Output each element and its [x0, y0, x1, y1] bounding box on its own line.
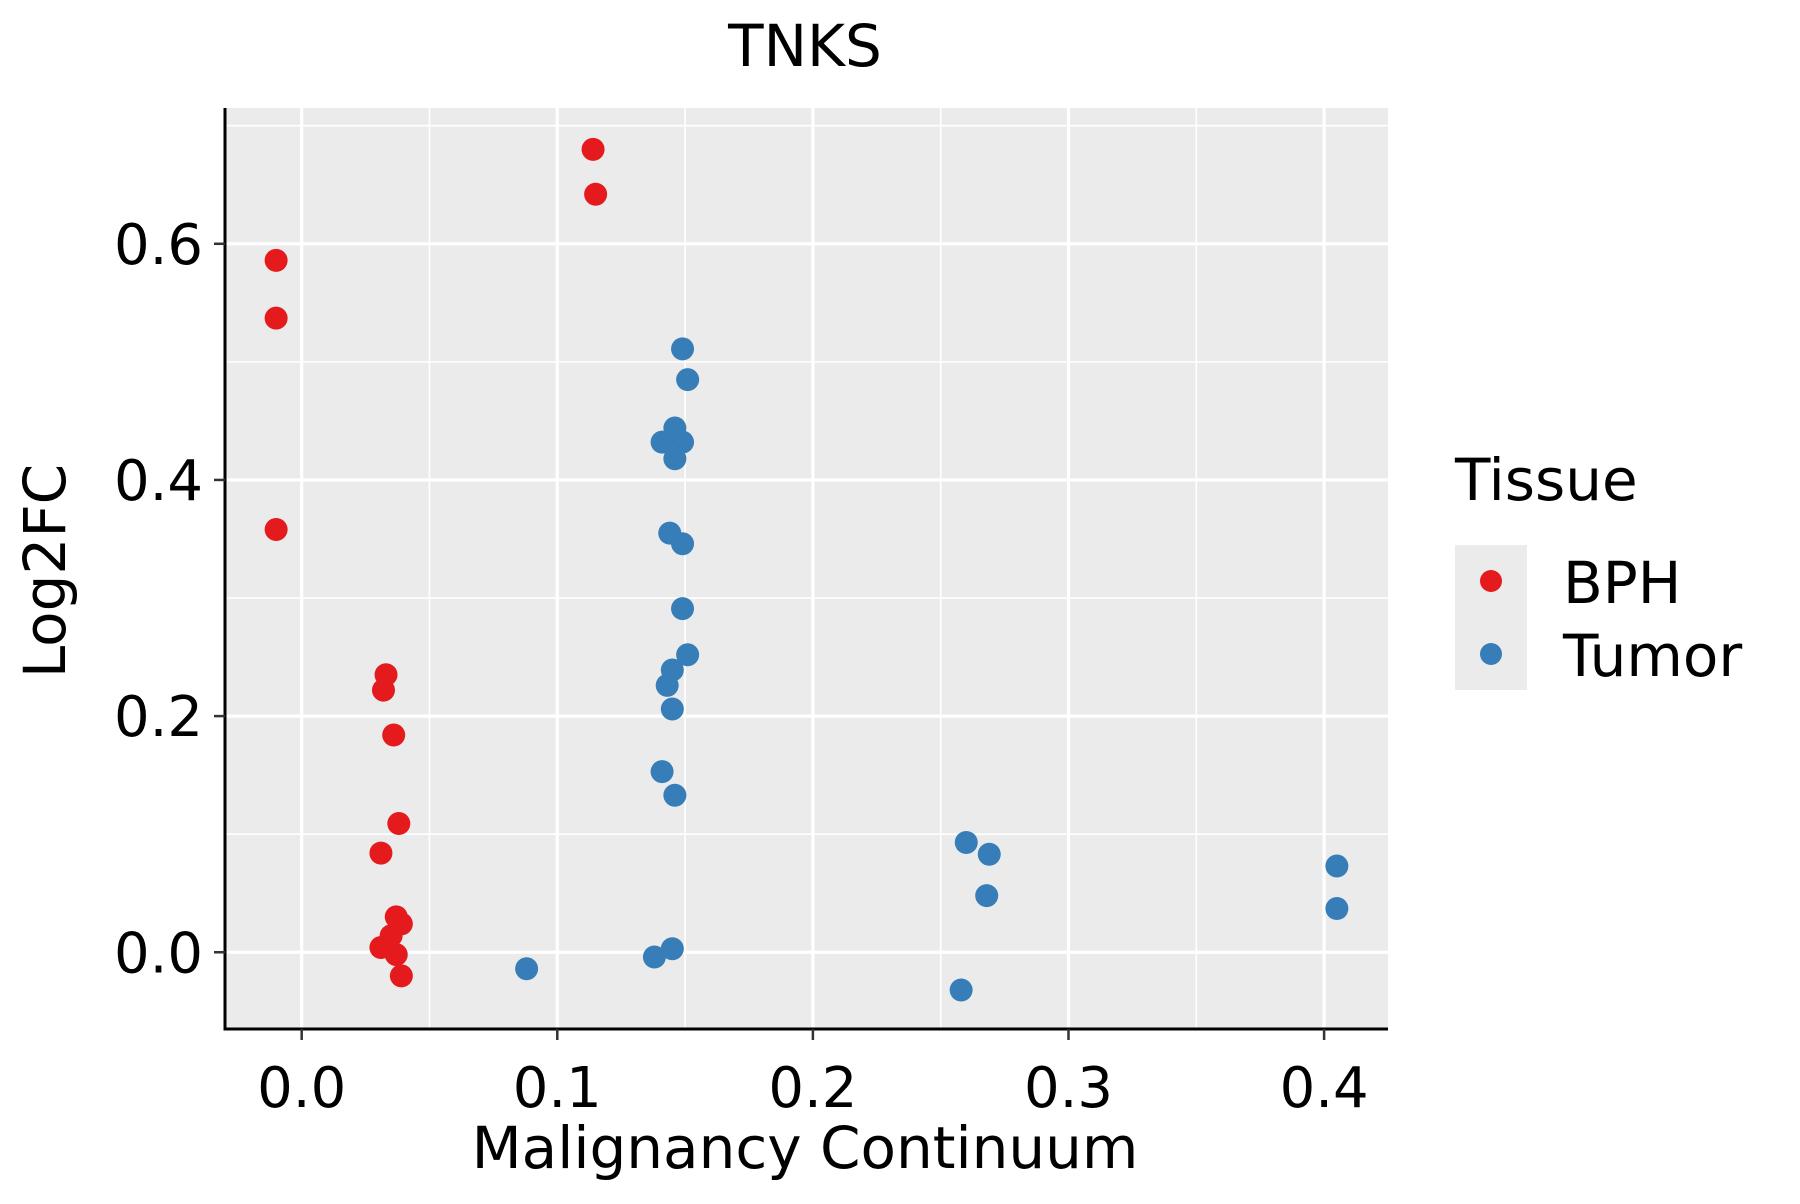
point-bph — [581, 137, 605, 161]
y-tick-label: 0.6 — [114, 213, 203, 278]
point-tumor — [655, 673, 679, 697]
point-bph — [389, 964, 413, 988]
axes — [223, 108, 1388, 1031]
point-bph — [584, 182, 608, 206]
point-tumor — [515, 957, 539, 981]
point-tumor — [1325, 897, 1349, 921]
point-bph — [264, 518, 288, 542]
point-bph — [382, 723, 406, 747]
point-tumor — [642, 945, 666, 969]
point-tumor — [671, 337, 695, 361]
point-tumor — [1325, 854, 1349, 878]
point-tumor — [660, 937, 684, 961]
legend-key-tumor — [1480, 643, 1502, 665]
x-tick-label: 0.1 — [513, 1056, 602, 1121]
point-tumor — [975, 884, 999, 908]
point-tumor — [660, 697, 684, 721]
legend: Tissue BPH Tumor — [1454, 446, 1742, 690]
legend-label-bph: BPH — [1563, 549, 1681, 617]
legend-label-tumor: Tumor — [1562, 622, 1742, 690]
point-tumor — [671, 532, 695, 556]
point-tumor — [671, 597, 695, 621]
point-bph — [264, 248, 288, 272]
point-tumor — [650, 760, 674, 784]
y-axis-ticks: 0.0 0.2 0.4 0.6 — [114, 213, 225, 986]
x-tick-label: 0.0 — [257, 1056, 346, 1121]
point-bph — [369, 841, 393, 865]
panel-background — [225, 108, 1388, 1029]
y-tick-label: 0.0 — [114, 921, 203, 986]
x-axis-label: Malignancy Continuum — [472, 1114, 1139, 1182]
data-points — [264, 137, 1349, 1002]
plot-panel — [225, 108, 1388, 1029]
x-axis-ticks: 0.0 0.1 0.2 0.3 0.4 — [257, 1029, 1369, 1121]
point-tumor — [954, 830, 978, 854]
x-tick-label: 0.2 — [768, 1056, 857, 1121]
grid-lines — [225, 108, 1388, 1029]
point-tumor — [676, 643, 700, 667]
legend-title: Tissue — [1454, 446, 1638, 514]
point-tumor — [676, 368, 700, 392]
point-tumor — [977, 842, 1001, 866]
legend-key-background — [1455, 545, 1527, 690]
point-tumor — [663, 447, 687, 471]
chart-title: TNKS — [727, 12, 882, 80]
point-bph — [387, 812, 411, 836]
y-tick-label: 0.4 — [114, 449, 203, 514]
legend-key-bph — [1480, 570, 1502, 592]
point-tumor — [650, 430, 674, 454]
point-bph — [264, 306, 288, 330]
x-tick-label: 0.3 — [1024, 1056, 1113, 1121]
point-bph — [371, 678, 395, 702]
point-tumor — [663, 783, 687, 807]
y-axis-label: Log2FC — [11, 464, 79, 678]
point-bph — [384, 943, 408, 967]
y-tick-label: 0.2 — [114, 685, 203, 750]
point-tumor — [949, 978, 973, 1002]
x-tick-label: 0.4 — [1280, 1056, 1369, 1121]
